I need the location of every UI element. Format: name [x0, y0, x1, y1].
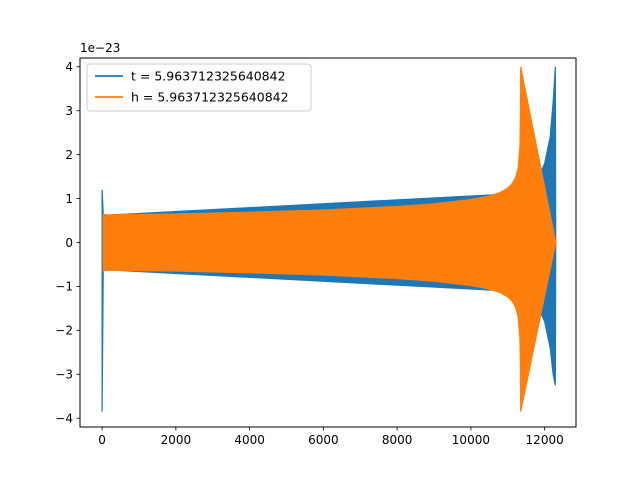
x-tick-label: 0 [98, 433, 106, 447]
y-tick-label: −2 [55, 324, 73, 338]
legend: t = 5.963712325640842 h = 5.9637123256408… [86, 63, 312, 112]
legend-label-2: h = 5.963712325640842 [131, 90, 289, 105]
x-tick-label: 10000 [452, 433, 490, 447]
y-tick-label: −4 [55, 412, 73, 426]
y-tick-label: 3 [65, 104, 73, 118]
y-tick-label: 2 [65, 148, 73, 162]
x-tick-label: 8000 [382, 433, 413, 447]
x-tick-label: 4000 [234, 433, 265, 447]
legend-box [86, 63, 312, 112]
x-tick-label: 2000 [161, 433, 192, 447]
y-offset-label: 1e−23 [80, 41, 120, 55]
series-2-waveform [102, 66, 557, 412]
y-tick-label: 1 [65, 192, 73, 206]
x-axis: 0 2000 4000 6000 8000 10000 12000 [98, 427, 564, 447]
series-layer [101, 66, 557, 412]
legend-label-1: t = 5.963712325640842 [131, 69, 286, 84]
x-tick-label: 12000 [526, 433, 564, 447]
y-tick-label: 4 [65, 60, 73, 74]
y-tick-label: 0 [65, 236, 73, 250]
y-tick-label: −3 [55, 368, 73, 382]
y-tick-label: −1 [55, 280, 73, 294]
x-tick-label: 6000 [308, 433, 339, 447]
y-axis: −4 −3 −2 −1 0 1 2 3 4 [55, 60, 80, 426]
